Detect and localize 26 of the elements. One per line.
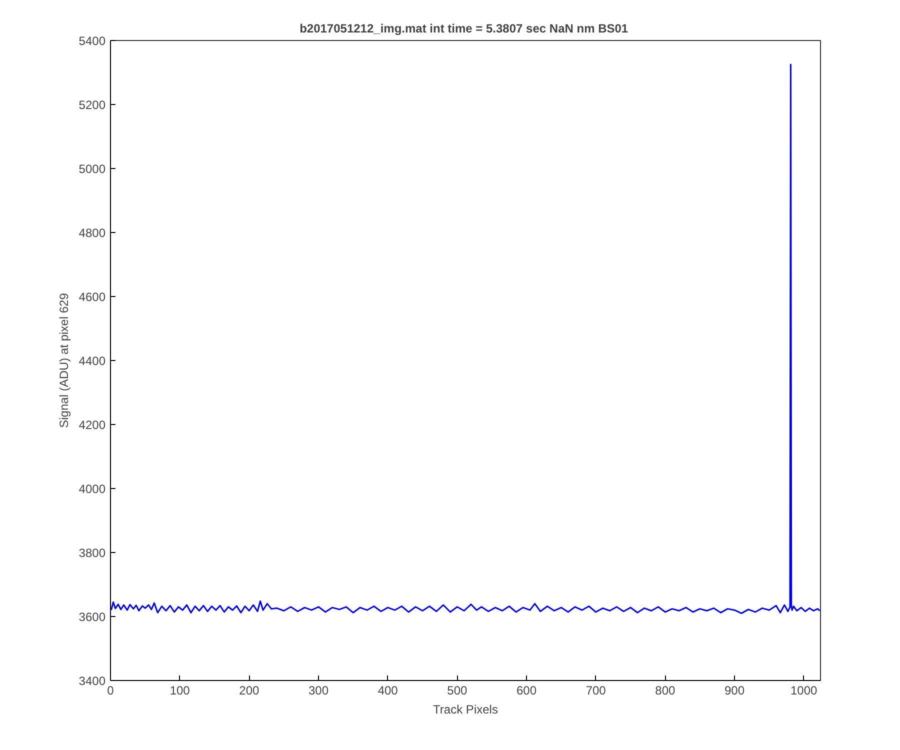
x-tick-label: 900 xyxy=(724,684,745,698)
x-tick-label: 1000 xyxy=(790,684,818,698)
x-tick-label: 600 xyxy=(516,684,537,698)
y-tick-label: 4400 xyxy=(78,354,106,368)
chart-title: b2017051212_img.mat int time = 5.3807 sec NaN nm BS01 xyxy=(300,22,628,36)
x-axis-title: Track Pixels xyxy=(433,702,498,716)
y-axis-title: Signal (ADU) at pixel 629 xyxy=(56,292,71,428)
y-tick-label: 5000 xyxy=(78,162,106,176)
y-tick-label: 3800 xyxy=(78,546,106,560)
y-tick-label: 4200 xyxy=(78,418,106,432)
x-tick-label: 200 xyxy=(239,684,260,698)
x-tick-label: 100 xyxy=(170,684,190,698)
x-tick-label: 300 xyxy=(308,684,329,698)
x-tick-label: 500 xyxy=(447,684,468,698)
y-tick-label: 3400 xyxy=(78,674,106,688)
y-tick-label: 5400 xyxy=(78,34,106,48)
x-tick-label: 400 xyxy=(378,684,398,698)
x-tick-label: 0 xyxy=(107,684,114,698)
y-tick-label: 5200 xyxy=(78,98,106,112)
x-tick-label: 700 xyxy=(586,684,606,698)
line-series xyxy=(110,64,820,614)
y-tick-label: 3600 xyxy=(78,610,106,624)
x-tick-label: 800 xyxy=(655,684,676,698)
y-tick-label: 4000 xyxy=(78,482,106,496)
y-tick-label: 4600 xyxy=(78,290,106,304)
y-tick-label: 4800 xyxy=(78,226,106,240)
